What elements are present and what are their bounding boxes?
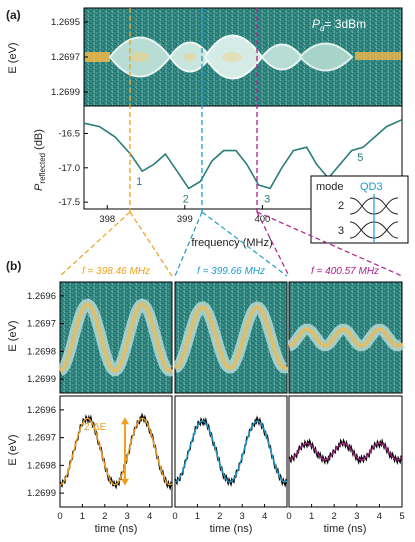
b-xtick-label: 2 (332, 511, 337, 522)
delta-e-annotation: 2·ΔE (84, 422, 107, 433)
freq-label-1: f = 398.46 MHz (82, 266, 150, 277)
b-trace-y-label: E (eV) (7, 434, 19, 465)
b-heatmap-peak (288, 327, 404, 348)
b-heatmap-peak (174, 304, 288, 371)
b-xtick-label: 3 (240, 511, 245, 522)
b-xtick-label: 1 (309, 511, 314, 522)
a-top-ytick-label: 1.2699 (51, 87, 80, 98)
b-trace-fit (288, 442, 403, 461)
a-heatmap (83, 7, 403, 107)
b-axes: 0 1 2 3 4 1.2696 1.2696 1.2697 1.2697 1.2698 1.269… (27, 291, 405, 522)
b-trace-ytick-label: 1.2697 (27, 433, 56, 444)
b-trace-frame-1 (59, 395, 173, 508)
b-map-ytick-label: 1.2696 (27, 291, 56, 302)
b-trace-ytick-label: 1.2699 (27, 488, 56, 499)
a-bottom-ytick-label: -17.0 (58, 163, 80, 174)
inset-qd: QD3 (360, 181, 383, 193)
b-heatmaps (57, 281, 406, 394)
power-label: Pd= 3dBm (312, 17, 366, 33)
b-map-ytick-label: 1.2699 (27, 374, 56, 385)
panel-a-label: (a) (6, 8, 21, 22)
b-xtick-label: 1 (195, 511, 200, 522)
minimum-label: 5 (357, 152, 363, 164)
b-xtick-label: 2 (217, 511, 222, 522)
inset-mode-3: 3 (338, 225, 344, 237)
a-bottom-xtick-label: 400 (254, 214, 270, 225)
minimum-label: 3 (264, 193, 270, 205)
b-xtick-label: 2 (102, 511, 107, 522)
a-top-ytick-label: 1.2695 (51, 17, 80, 28)
b-xtick-label: 0 (286, 511, 291, 522)
b-traces (59, 395, 403, 508)
b-x-label-3: time (ns) (324, 523, 367, 535)
minimum-label: 1 (136, 176, 142, 188)
a-bottom-y-label: Preflected (dB) (33, 129, 47, 191)
b-x-label-2: time (ns) (210, 523, 253, 535)
b-trace-frame-3 (288, 395, 403, 508)
a-bottom-xtick-label: 399 (177, 214, 193, 225)
b-trace-ytick-label: 1.2698 (27, 460, 56, 471)
freq-label-3: f = 400.57 MHz (311, 266, 379, 277)
inset-mode-2: 2 (338, 200, 344, 212)
panel-b-label: (b) (6, 259, 21, 273)
b-trace-ytick-label: 1.2696 (27, 405, 56, 416)
b-xtick-label: 0 (57, 511, 62, 522)
a-top-y-label: E (eV) (7, 42, 19, 73)
b-xtick-label: 0 (172, 511, 177, 522)
b-x-label-1: time (ns) (95, 523, 138, 535)
a-bottom-ytick-label: -17.5 (58, 197, 80, 208)
a-bottom-ytick-label: -16.5 (58, 128, 80, 139)
frequency-labels: f = 398.46 MHz f = 399.66 MHz f = 400.57… (82, 266, 379, 277)
a-bottom-x-label: frequency (MHz) (191, 237, 272, 249)
a-top-ytick-label: 1.2697 (51, 52, 80, 63)
b-xtick-label: 4 (377, 511, 382, 522)
b-xtick-label: 4 (262, 511, 267, 522)
b-map-y-label: E (eV) (7, 320, 19, 351)
b-xtick-label: 3 (354, 511, 359, 522)
delta-e-arrowhead-down (120, 478, 129, 486)
b-xtick-label: 4 (147, 511, 152, 522)
delta-e-arrowhead-up (120, 417, 129, 425)
mode-inset: mode QD3 2 3 (310, 175, 409, 244)
b-trace-fit (59, 417, 173, 486)
fan-lines (59, 211, 403, 277)
b-map-ytick-label: 1.2698 (27, 346, 56, 357)
a-top-y-axis: 1.2695 1.2697 1.2699 (51, 17, 88, 98)
a-bottom-xtick-label: 398 (99, 214, 115, 225)
b-heatmap-peak (59, 302, 174, 373)
b-trace-fit (174, 420, 288, 483)
b-xtick-label: 1 (80, 511, 85, 522)
b-trace-frame-2 (174, 395, 288, 508)
b-map-ytick-label: 1.2697 (27, 319, 56, 330)
reflected-power-line (83, 118, 403, 190)
inset-title: mode (316, 181, 344, 193)
freq-label-2: f = 399.66 MHz (197, 266, 265, 277)
b-xtick-label: 3 (125, 511, 130, 522)
b-xtick-label: 5 (399, 511, 404, 522)
minimum-label: 2 (183, 193, 189, 205)
